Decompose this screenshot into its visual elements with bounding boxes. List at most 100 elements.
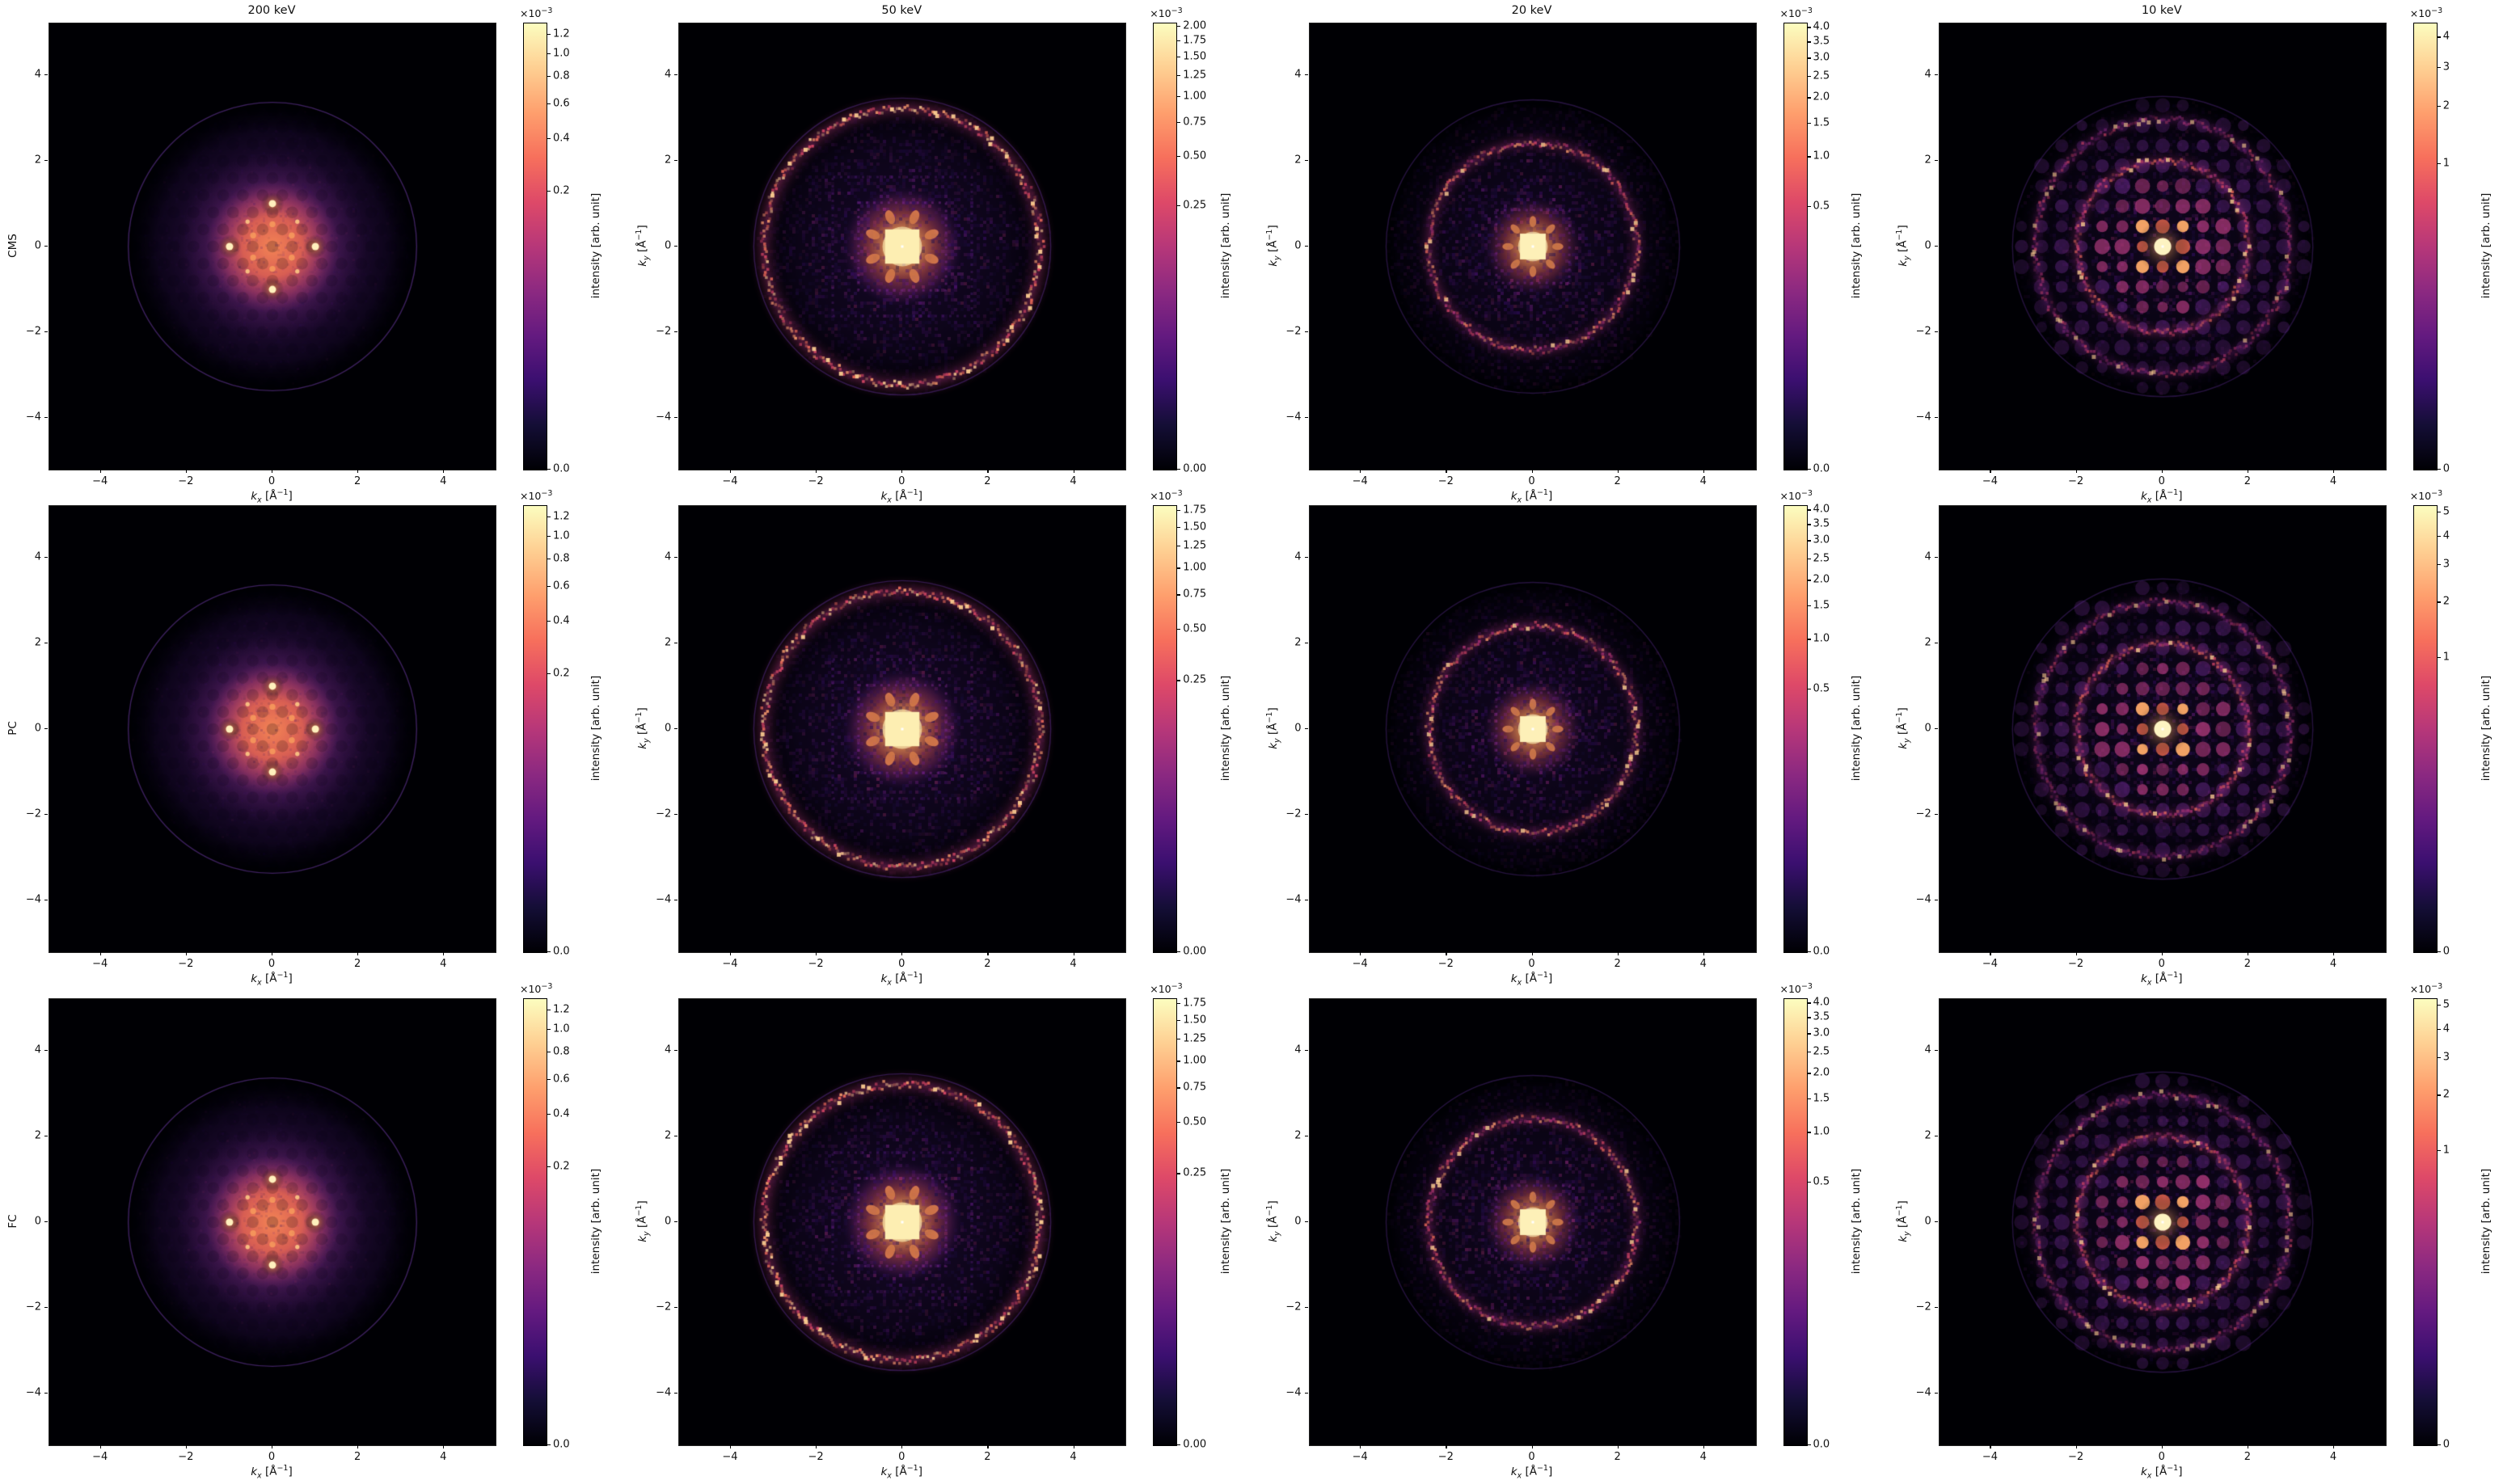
colorbar — [1153, 23, 1178, 470]
colorbar — [1783, 23, 1808, 470]
colorbar-tick-mark — [1177, 1444, 1181, 1446]
x-tick-label: −2 — [1437, 958, 1454, 970]
x-tick-mark — [1531, 952, 1533, 955]
y-tick-label: 2 — [1294, 636, 1302, 649]
y-tick-label: −4 — [1285, 893, 1302, 906]
colorbar-tick-label: 2 — [2442, 595, 2450, 608]
x-tick-mark — [357, 470, 359, 473]
y-tick-mark — [1304, 814, 1308, 816]
x-tick-label: 2 — [354, 475, 361, 487]
colorbar-tick-mark — [1177, 1173, 1181, 1174]
y-tick-mark — [674, 74, 678, 75]
heatmap-canvas — [679, 506, 1126, 952]
colorbar-tick-label: 1.2 — [553, 510, 570, 523]
colorbar — [1153, 998, 1178, 1446]
x-tick-mark — [901, 952, 903, 955]
x-tick-label: 4 — [440, 958, 447, 970]
x-tick-mark — [729, 470, 732, 473]
y-tick-label: 2 — [664, 1129, 672, 1142]
y-tick-mark — [44, 246, 48, 247]
heatmap-plot — [49, 505, 496, 953]
heatmap-canvas — [679, 23, 1126, 470]
x-tick-mark — [729, 952, 732, 955]
colorbar-tick-label: 3.5 — [1813, 1010, 1830, 1023]
panel-cell: ky [Å−1] −4 4 −2 2 0 0 2 −2 4 −4 kx [Å−1] ×10−3 5 4 3 2 1… — [1890, 982, 2520, 1480]
colorbar-tick-mark — [2437, 1004, 2441, 1006]
y-tick-label: 2 — [1924, 1129, 1931, 1142]
x-tick-label: −4 — [1982, 1451, 1999, 1463]
colorbar-tick-label: 2 — [2442, 99, 2450, 112]
y-tick-mark — [674, 1221, 678, 1223]
colorbar-tick-label: 2.5 — [1813, 70, 1830, 82]
y-tick-mark — [44, 1307, 48, 1309]
colorbar-tick-label: 0.4 — [553, 1107, 570, 1120]
x-tick-label: 2 — [2244, 958, 2252, 970]
x-tick-label: −4 — [92, 958, 108, 970]
colorbar-tick-mark — [2437, 564, 2441, 566]
x-tick-label: 0 — [1528, 958, 1535, 970]
x-tick-label: 0 — [898, 958, 905, 970]
y-tick-label: 0 — [34, 239, 41, 252]
colorbar-tick-mark — [2437, 469, 2441, 470]
colorbar-tick-mark — [1807, 57, 1811, 59]
panel-title: 50 keV — [881, 4, 922, 17]
colorbar-tick-mark — [1177, 40, 1181, 42]
y-tick-mark — [1304, 159, 1308, 162]
x-tick-mark — [729, 1445, 732, 1448]
panel-cell: 10 keV ky [Å−1] −4 4 −2 2 0 0 2 −2 4 −4 kx [Å−1] ×10−… — [1890, 0, 2520, 504]
x-tick-label: 4 — [440, 475, 447, 487]
x-tick-mark — [99, 952, 101, 955]
colorbar-tick-mark — [1807, 1181, 1811, 1183]
x-axis-label: kx [Å−1] — [251, 1464, 293, 1480]
colorbar-tick-label: 3 — [2442, 558, 2450, 571]
y-tick-mark — [674, 159, 678, 162]
y-tick-label: −4 — [1915, 1386, 1931, 1399]
x-axis-label: kx [Å−1] — [880, 1464, 923, 1480]
x-tick-label: 2 — [984, 958, 991, 970]
y-tick-label: −2 — [656, 807, 672, 820]
y-tick-label: 4 — [1924, 550, 1931, 563]
x-axis-label: kx [Å−1] — [251, 488, 293, 505]
colorbar — [523, 505, 547, 953]
colorbar-label: intensity [arb. unit] — [1849, 675, 1863, 782]
x-tick-mark — [2075, 470, 2077, 473]
panel-title: 20 keV — [1511, 4, 1552, 17]
x-tick-mark — [443, 952, 445, 955]
colorbar-tick-label: 1.75 — [1183, 34, 1207, 47]
colorbar-tick-label: 0.0 — [1813, 1438, 1830, 1451]
colorbar-tick-mark — [1177, 1003, 1181, 1005]
x-axis-label: kx [Å−1] — [880, 488, 923, 505]
x-tick-mark — [2161, 952, 2163, 955]
colorbar-tick-mark — [547, 535, 551, 538]
heatmap-plot — [1938, 505, 2387, 953]
colorbar-tick-mark — [1807, 156, 1811, 158]
colorbar-tick-label: 1 — [2442, 157, 2450, 170]
colorbar-tick-mark — [1177, 205, 1181, 207]
y-tick-label: −2 — [1915, 1301, 1931, 1313]
x-tick-label: −2 — [178, 1451, 194, 1463]
y-tick-label: −4 — [656, 893, 672, 906]
y-tick-label: 2 — [1294, 1129, 1302, 1142]
colorbar-tick-label: 0.4 — [553, 132, 570, 145]
colorbar — [2412, 505, 2438, 953]
y-tick-label: −2 — [25, 807, 41, 820]
colorbar-label: intensity [arb. unit] — [1219, 675, 1233, 782]
colorbar-tick-mark — [1177, 1060, 1181, 1062]
x-tick-label: −2 — [1437, 1451, 1454, 1463]
x-tick-label: 2 — [354, 958, 361, 970]
y-tick-label: 4 — [664, 1044, 672, 1056]
colorbar-tick-label: 0 — [2442, 1438, 2450, 1451]
y-tick-mark — [1934, 556, 1938, 558]
colorbar-tick-mark — [547, 1166, 551, 1168]
colorbar-tick-mark — [1807, 1033, 1811, 1035]
heatmap-canvas — [49, 506, 496, 952]
x-tick-mark — [1531, 1445, 1533, 1448]
colorbar-tick-mark — [1177, 594, 1181, 596]
y-tick-label: 4 — [34, 1044, 41, 1056]
heatmap-plot — [678, 23, 1127, 470]
x-tick-label: −2 — [808, 1451, 824, 1463]
colorbar-tick-label: 0.0 — [553, 1438, 570, 1451]
colorbar-tick-mark — [2437, 105, 2441, 107]
x-tick-label: −4 — [1352, 958, 1368, 970]
x-tick-mark — [1617, 1445, 1619, 1448]
